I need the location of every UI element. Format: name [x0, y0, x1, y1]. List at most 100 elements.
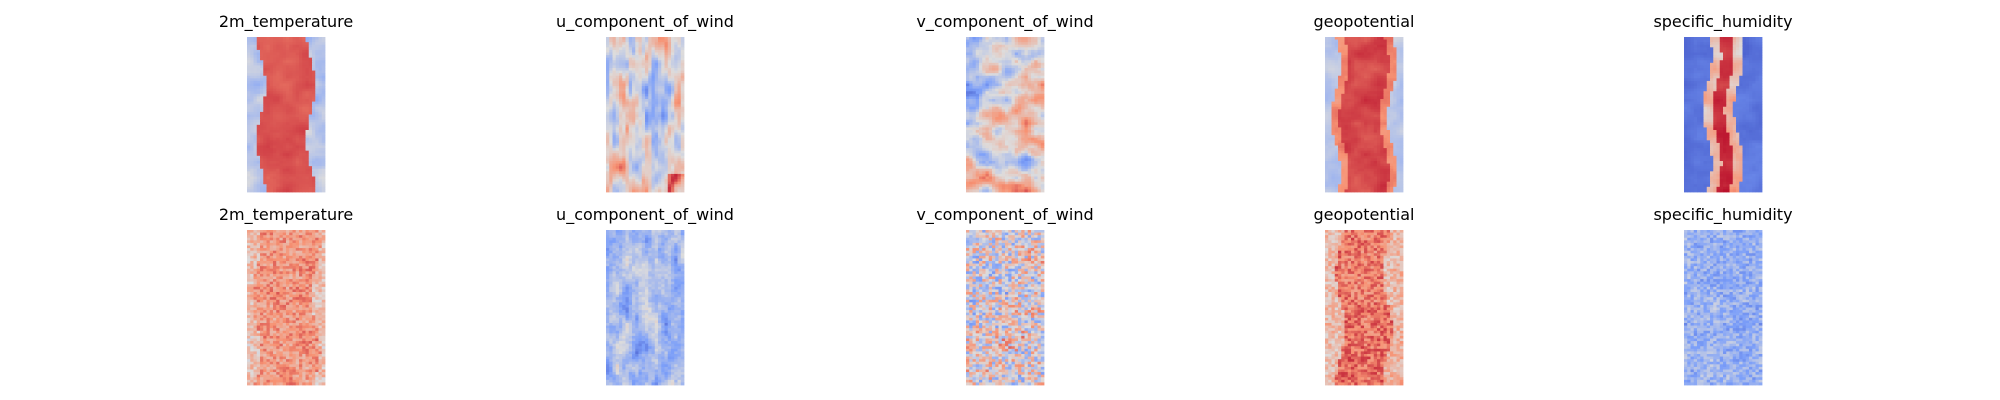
heatmap-cell [612, 106, 617, 110]
heatmap-cell [664, 93, 669, 97]
heatmap-cell [635, 99, 639, 102]
heatmap-cell [995, 140, 999, 144]
heatmap-cell [664, 42, 669, 46]
heatmap-cell [312, 96, 316, 100]
heatmap-cell [995, 49, 999, 53]
heatmap-cell [1357, 88, 1362, 92]
heatmap-cell [648, 140, 652, 144]
heatmap-cell [651, 111, 656, 115]
heatmap-cell [312, 91, 316, 95]
heatmap-cell [609, 83, 613, 87]
heatmap-cell [1331, 91, 1336, 95]
heatmap-cell [680, 70, 685, 74]
heatmap-cell [1008, 96, 1012, 100]
heatmap-cell [1344, 78, 1349, 82]
heatmap-cell [651, 137, 656, 141]
heatmap-cell [247, 179, 251, 183]
heatmap-cell [622, 140, 626, 144]
heatmap-cell [966, 176, 970, 180]
heatmap-cell [667, 88, 672, 92]
heatmap-cell [995, 83, 999, 87]
heatmap-cell [680, 168, 685, 172]
heatmap-cell [671, 140, 675, 144]
heatmap-cell [260, 173, 264, 177]
heatmap-cell [969, 127, 973, 131]
heatmap-cell [1380, 47, 1384, 51]
heatmap-cell [651, 153, 656, 157]
heatmap-cell [256, 39, 261, 43]
heatmap-cell [609, 86, 613, 90]
heatmap-cell [312, 189, 316, 193]
heatmap-cell [1393, 37, 1397, 40]
heatmap-cell [286, 42, 290, 46]
heatmap-cell [680, 80, 685, 84]
heatmap-cell [1014, 78, 1019, 82]
heatmap-cell [677, 150, 682, 154]
heatmap-cell [995, 73, 999, 77]
heatmap-cell [1027, 68, 1032, 71]
heatmap-cell [969, 148, 973, 152]
heatmap-cell [1360, 91, 1365, 95]
heatmap-cell [1018, 130, 1022, 133]
heatmap-cell [253, 93, 258, 97]
heatmap-cell [612, 78, 617, 82]
heatmap-cell [321, 44, 326, 48]
heatmap-cell [305, 166, 310, 170]
heatmap-cell [1037, 117, 1042, 121]
heatmap-cell [1018, 158, 1022, 162]
heatmap-cell [1014, 80, 1019, 84]
heatmap-cell [985, 135, 990, 139]
heatmap-cell [282, 181, 287, 185]
heatmap-cell [1021, 137, 1025, 141]
heatmap-cell [635, 127, 639, 131]
heatmap-cell [671, 101, 675, 105]
heatmap-cell [648, 47, 652, 51]
heatmap-cell [674, 158, 678, 162]
heatmap-cell [661, 101, 665, 105]
heatmap-cell [312, 155, 316, 159]
heatmap-cell [975, 132, 980, 136]
heatmap-cell [995, 96, 999, 100]
heatmap-cell [619, 132, 623, 136]
heatmap-cell [1373, 44, 1378, 48]
heatmap-cell [1031, 173, 1035, 177]
heatmap-cell [1367, 37, 1371, 40]
heatmap-cell [1040, 155, 1045, 159]
heatmap-cell [1037, 142, 1042, 146]
heatmap-cell [295, 47, 300, 51]
heatmap-cell [1021, 173, 1025, 177]
heatmap-cell [995, 44, 999, 48]
heatmap-cell [612, 184, 617, 188]
heatmap-cell [1380, 60, 1384, 64]
heatmap-cell [1040, 140, 1045, 144]
heatmap-cell [318, 142, 323, 146]
heatmap-cell [985, 39, 990, 43]
heatmap-cell [995, 62, 999, 66]
heatmap-cell [1024, 39, 1029, 43]
heatmap-cell [1338, 65, 1342, 69]
heatmap-cell [612, 155, 617, 159]
heatmap-cell [651, 132, 656, 136]
heatmap-cell [1040, 127, 1045, 131]
heatmap-cell [1031, 101, 1035, 105]
heatmap-cell [247, 80, 251, 84]
heatmap-cell [247, 55, 251, 59]
heatmap-cell [975, 140, 980, 144]
heatmap-cell [1018, 161, 1022, 164]
heatmap-cell [260, 145, 264, 149]
heatmap-cell [1377, 42, 1381, 46]
heatmap-cell [680, 96, 685, 100]
heatmap-cell [308, 65, 313, 69]
heatmap-cell [995, 153, 999, 157]
heatmap-cell [302, 117, 306, 121]
heatmap-cell [315, 80, 319, 84]
heatmap-cell [619, 106, 623, 110]
heatmap-cell [998, 109, 1003, 113]
heatmap-cell [615, 114, 620, 118]
heatmap-cell [299, 173, 303, 177]
heatmap-cell [256, 179, 261, 183]
heatmap-cell [1364, 83, 1368, 87]
heatmap-cell [302, 106, 306, 110]
heatmap-cell [1396, 96, 1401, 100]
heatmap-cell [247, 137, 251, 141]
